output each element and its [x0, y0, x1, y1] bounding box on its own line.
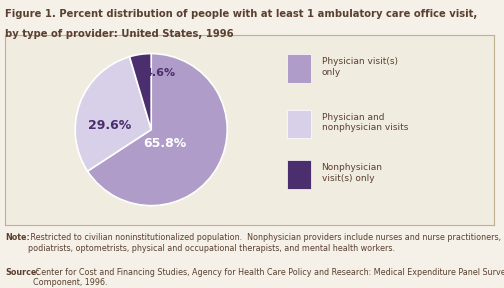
- Wedge shape: [130, 54, 151, 130]
- Text: Source:: Source:: [5, 268, 40, 277]
- Text: Physician and
nonphysician visits: Physician and nonphysician visits: [322, 113, 408, 132]
- Text: Figure 1. Percent distribution of people with at least 1 ambulatory care office : Figure 1. Percent distribution of people…: [5, 9, 477, 19]
- Text: 4.6%: 4.6%: [145, 68, 176, 77]
- FancyBboxPatch shape: [287, 160, 311, 189]
- Wedge shape: [88, 54, 227, 206]
- FancyBboxPatch shape: [287, 54, 311, 83]
- Text: Center for Cost and Financing Studies, Agency for Health Care Policy and Researc: Center for Cost and Financing Studies, A…: [33, 268, 504, 287]
- Text: Physician visit(s)
only: Physician visit(s) only: [322, 57, 398, 77]
- Text: 65.8%: 65.8%: [143, 137, 186, 150]
- Wedge shape: [75, 57, 151, 171]
- FancyBboxPatch shape: [287, 110, 311, 138]
- Text: Nonphysician
visit(s) only: Nonphysician visit(s) only: [322, 163, 383, 183]
- Text: 29.6%: 29.6%: [88, 119, 131, 132]
- Text: Restricted to civilian noninstitutionalized population.  Nonphysician providers : Restricted to civilian noninstitutionali…: [28, 233, 504, 253]
- Text: Note:: Note:: [5, 233, 30, 242]
- Text: by type of provider: United States, 1996: by type of provider: United States, 1996: [5, 29, 234, 39]
